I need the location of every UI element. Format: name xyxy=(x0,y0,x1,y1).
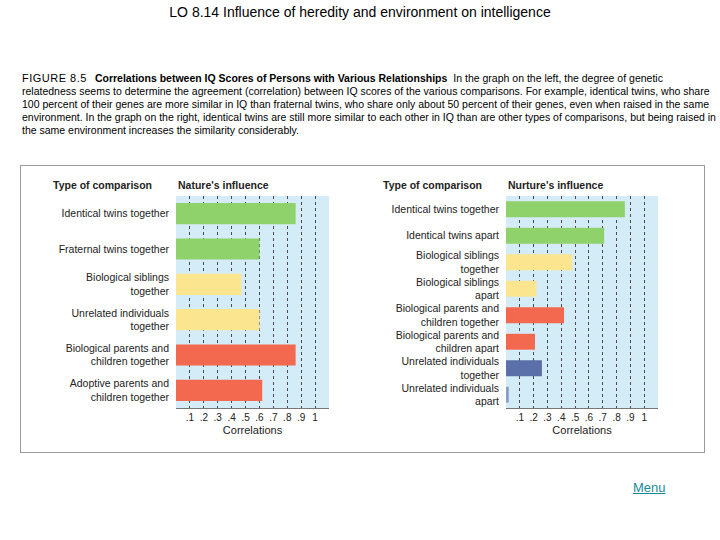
svg-text:.6: .6 xyxy=(255,412,264,423)
svg-text:Nature's influence: Nature's influence xyxy=(178,179,269,191)
svg-text:.3: .3 xyxy=(214,412,223,423)
svg-text:.5: .5 xyxy=(241,412,250,423)
html-text:LO 8.14 Influence of heredity: LO 8.14 Influence of heredity and enviro… xyxy=(169,4,551,20)
svg-text:.7: .7 xyxy=(599,412,608,423)
svg-text:Identical twins together: Identical twins together xyxy=(392,203,500,215)
svg-text:.1: .1 xyxy=(186,412,195,423)
svg-text:Type of comparison: Type of comparison xyxy=(383,179,482,191)
svg-text:.4: .4 xyxy=(557,412,566,423)
svg-text:.1: .1 xyxy=(516,412,525,423)
svg-text:.9: .9 xyxy=(626,412,635,423)
html-text:Correlations between IQ Scores: Correlations between IQ Scores of Person… xyxy=(94,72,448,84)
svg-text:.9: .9 xyxy=(297,412,306,423)
svg-text:Identical twins together: Identical twins together xyxy=(62,207,170,219)
svg-text:Nurture's influence: Nurture's influence xyxy=(508,179,603,191)
svg-text:.2: .2 xyxy=(529,412,538,423)
svg-text:.6: .6 xyxy=(585,412,594,423)
svg-text:.7: .7 xyxy=(269,412,278,423)
svg-text:1: 1 xyxy=(641,412,647,423)
svg-text:Biological siblingsapart: Biological siblingsapart xyxy=(416,276,499,302)
svg-text:Adoptive parents andchildren t: Adoptive parents andchildren together xyxy=(70,377,170,403)
svg-text:Biological parents andchildren: Biological parents andchildren together xyxy=(396,302,500,328)
svg-text:Unrelated individualstogether: Unrelated individualstogether xyxy=(402,355,500,381)
svg-text:Correlations: Correlations xyxy=(223,424,283,436)
svg-text:Identical twins apart: Identical twins apart xyxy=(406,229,499,241)
svg-text:.4: .4 xyxy=(227,412,236,423)
svg-text:Fraternal twins together: Fraternal twins together xyxy=(59,243,170,255)
svg-text:Biological parents andchildren: Biological parents andchildren together xyxy=(66,342,170,368)
svg-text:.8: .8 xyxy=(283,412,292,423)
svg-text:Correlations: Correlations xyxy=(552,424,612,436)
svg-text:Unrelated individualsapart: Unrelated individualsapart xyxy=(402,382,500,408)
html-text:FIGURE 8.5: FIGURE 8.5 xyxy=(22,72,87,84)
html-text:Menu: Menu xyxy=(633,480,666,495)
svg-text:Type of comparison: Type of comparison xyxy=(53,179,152,191)
svg-text:.2: .2 xyxy=(200,412,209,423)
svg-text:Unrelated individualstogether: Unrelated individualstogether xyxy=(72,307,170,333)
svg-text:1: 1 xyxy=(312,412,318,423)
svg-text:.8: .8 xyxy=(612,412,621,423)
svg-text:Biological siblingstogether: Biological siblingstogether xyxy=(416,249,499,275)
svg-text:.3: .3 xyxy=(543,412,552,423)
svg-text:Biological parents andchildren: Biological parents andchildren apart xyxy=(396,329,499,355)
svg-text:Biological siblingstogether: Biological siblingstogether xyxy=(86,271,169,297)
svg-text:.5: .5 xyxy=(571,412,580,423)
html-text:In the graph on the left, the: In the graph on the left, the degree of … xyxy=(22,72,716,136)
